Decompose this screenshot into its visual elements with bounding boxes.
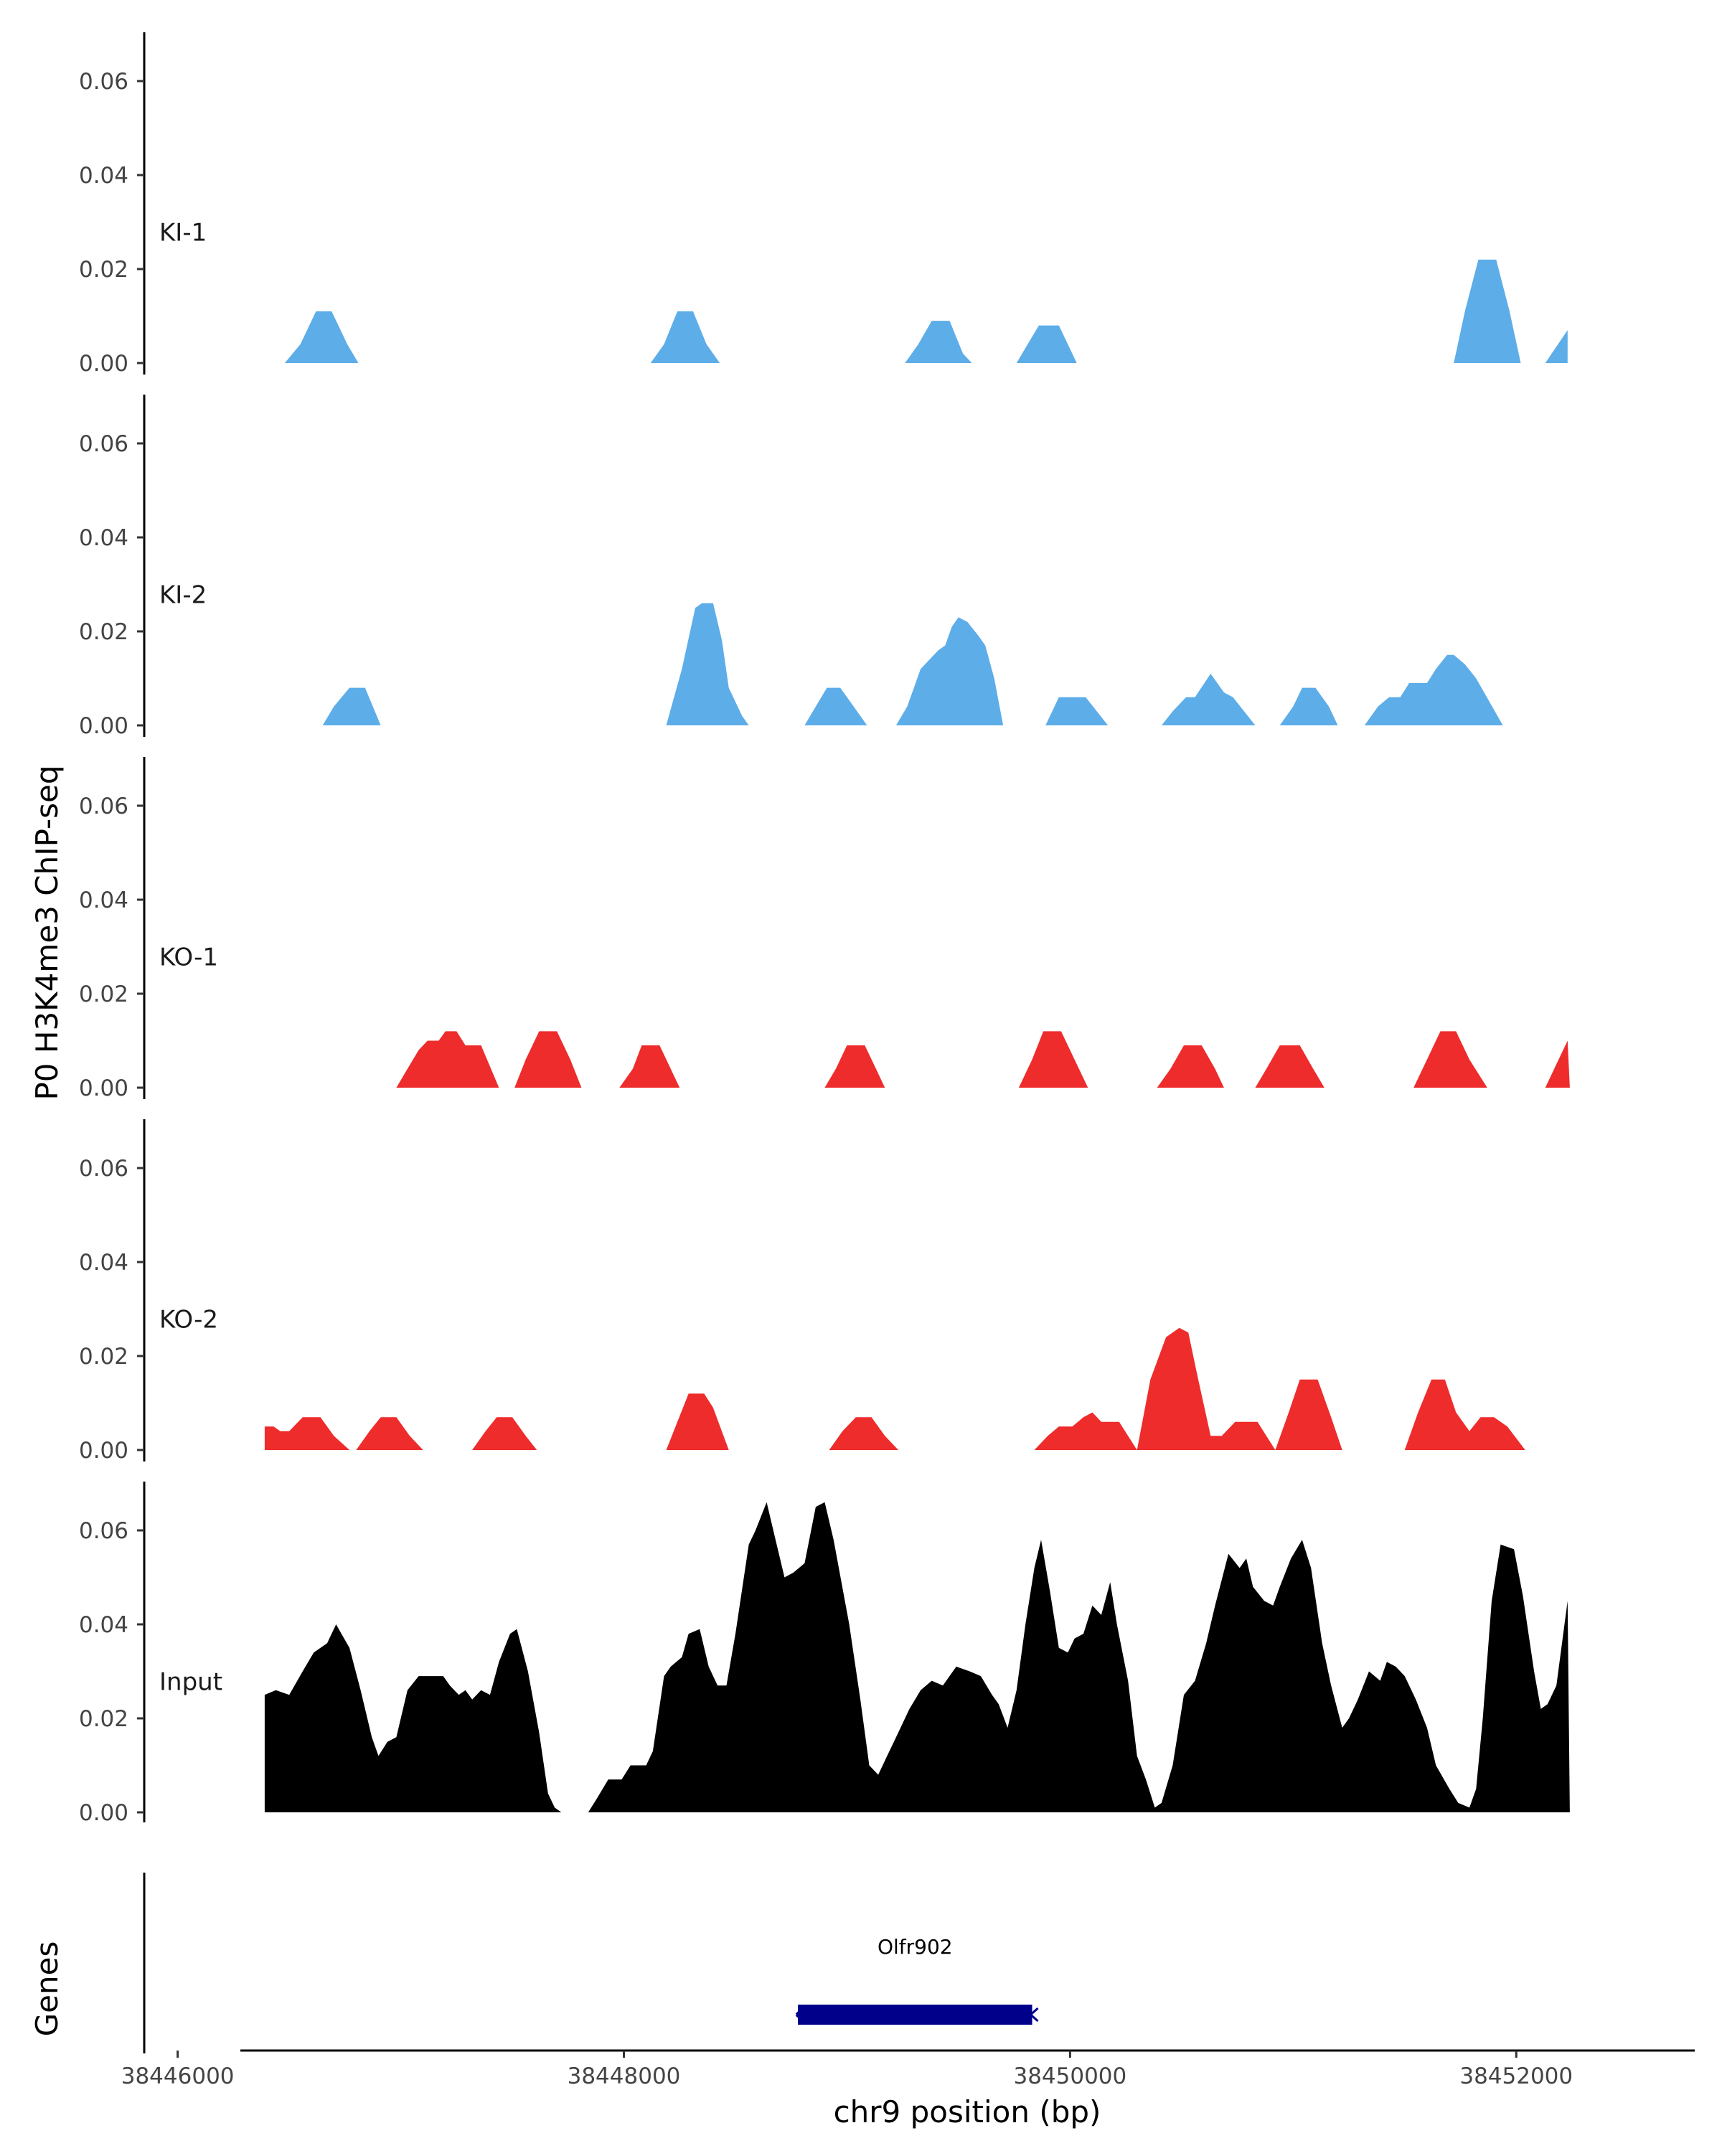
y-tick-label-ko-1: 0.04: [79, 888, 128, 913]
signal-area-ki-1-peak-3: [905, 321, 972, 363]
signal-area-input-peak-1: [264, 1624, 562, 1812]
signal-area-ko-1-peak-1: [396, 1031, 499, 1088]
y-tick-label-ko-2: 0.00: [79, 1438, 128, 1464]
y-tick-label-ko-1: 0.06: [79, 794, 128, 819]
y-tick-label-ki-2: 0.06: [79, 431, 128, 457]
signal-area-ki-2-peak-2: [666, 603, 749, 725]
signal-area-ko-2-peak-5: [829, 1417, 898, 1450]
y-tick-label-ki-2: 0.04: [79, 525, 128, 551]
signal-area-ko-2-peak-9: [1404, 1379, 1525, 1450]
x-tick-label: 38448000: [568, 2063, 681, 2089]
signal-area-ko-2-peak-6: [1034, 1412, 1137, 1450]
y-tick-label-ko-1: 0.00: [79, 1075, 128, 1101]
signal-area-ko-2-peak-1: [264, 1417, 350, 1450]
signal-area-ki-1-peak-2: [650, 311, 720, 363]
signal-area-ki-2-peak-8: [1364, 654, 1503, 725]
y-tick-label-ki-1: 0.00: [79, 351, 128, 377]
signal-area-ki-2-peak-7: [1279, 687, 1338, 725]
y-tick-label-input: 0.04: [79, 1612, 128, 1638]
track-label-ko-2: KO-2: [159, 1306, 218, 1334]
signal-area-ki-1-peak-6: [1545, 330, 1568, 363]
signal-area-ko-2-peak-7: [1137, 1327, 1276, 1450]
signal-area-ko-2-peak-4: [666, 1393, 729, 1450]
signal-area-input-peak-2: [588, 1502, 1570, 1812]
track-label-ki-1: KI-1: [159, 219, 207, 248]
gene-name-label: Olfr902: [878, 1935, 953, 1959]
signal-area-ko-1-peak-4: [824, 1045, 885, 1088]
y-tick-label-ko-1: 0.02: [79, 982, 128, 1007]
y-tick-label-ki-2: 0.00: [79, 713, 128, 739]
gene-strand-arrow-left: [795, 2007, 805, 2023]
y-tick-label-ki-1: 0.04: [79, 163, 128, 189]
y-tick-label-ko-2: 0.02: [79, 1344, 128, 1370]
y-tick-label-input: 0.02: [79, 1706, 128, 1732]
signal-area-ko-1-peak-8: [1413, 1031, 1487, 1088]
signal-area-ki-2-peak-3: [804, 687, 867, 725]
y-tick-label-input: 0.06: [79, 1518, 128, 1544]
y-tick-label-ki-1: 0.02: [79, 257, 128, 283]
track-label-input: Input: [159, 1668, 222, 1697]
signal-area-ki-1-peak-1: [284, 311, 359, 363]
y-tick-label-input: 0.00: [79, 1800, 128, 1826]
x-tick-label: 38446000: [121, 2063, 235, 2089]
x-tick-label: 38450000: [1013, 2063, 1126, 2089]
y-tick-label-ki-1: 0.06: [79, 69, 128, 95]
y-tick-label-ko-2: 0.06: [79, 1156, 128, 1182]
x-axis-title: chr9 position (bp): [834, 2094, 1101, 2129]
signal-area-ko-1-peak-6: [1157, 1045, 1224, 1088]
signal-area-ko-2-peak-2: [356, 1417, 423, 1450]
axes-layer: 0.00 0.02 0.04 0.06 KI-1 0.00 0.02 0.04 0.06 KI-2…: [79, 32, 1695, 2089]
signal-area-ki-2-peak-1: [322, 687, 381, 725]
signal-area-ki-2-peak-5: [1045, 697, 1109, 725]
signal-area-ko-2-peak-8: [1275, 1379, 1342, 1450]
tracks-layer: Olfr902: [264, 259, 1570, 2025]
signal-area-ko-1-peak-5: [1018, 1031, 1088, 1088]
signal-area-ko-1-peak-9: [1545, 1040, 1570, 1088]
y-tick-label-ko-2: 0.04: [79, 1250, 128, 1276]
signal-area-ki-2-peak-4: [895, 617, 1004, 725]
y-tick-label-ki-2: 0.02: [79, 619, 128, 645]
signal-area-ko-2-peak-3: [472, 1417, 537, 1450]
signal-area-ki-1-peak-5: [1454, 259, 1521, 363]
y-axis-title: P0 H3K4me3 ChIP-seq: [29, 765, 65, 1100]
gene-body-olfr902: [798, 2005, 1032, 2025]
signal-area-ki-1-peak-4: [1016, 325, 1077, 363]
signal-area-ko-1-peak-2: [514, 1031, 582, 1088]
track-label-ko-1: KO-1: [159, 943, 218, 972]
gene-strand-arrow-right: [1030, 2007, 1039, 2023]
track-label-ki-2: KI-2: [159, 581, 207, 610]
genes-axis-title: Genes: [29, 1941, 65, 2037]
signal-area-ko-1-peak-3: [619, 1045, 680, 1088]
x-tick-label: 38452000: [1459, 2063, 1573, 2089]
signal-area-ki-2-peak-6: [1161, 674, 1256, 725]
signal-area-ko-1-peak-7: [1255, 1045, 1325, 1088]
